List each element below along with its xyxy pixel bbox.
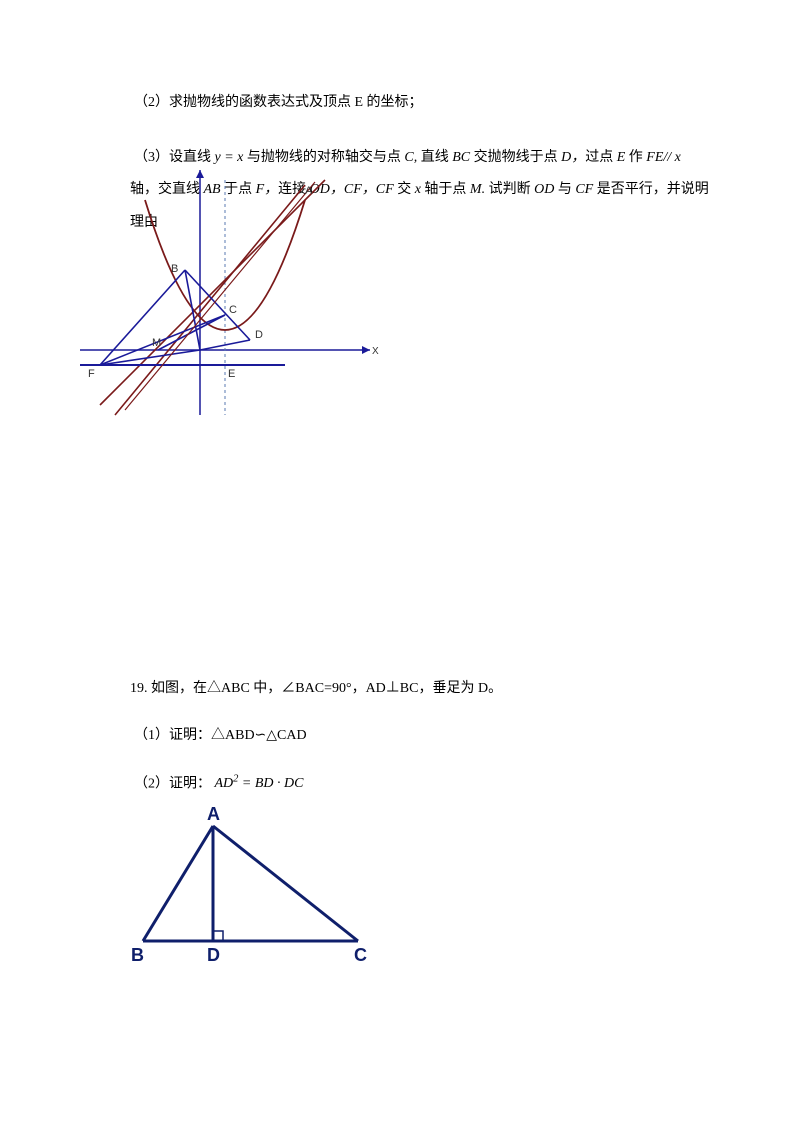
svg-text:C: C [229, 304, 237, 316]
svg-text:E: E [228, 368, 235, 380]
lbl-BC: BC [452, 150, 473, 165]
lbl-E: E [617, 150, 629, 165]
q3-t5: 过点 [585, 150, 617, 165]
p19-title: 如图，在△ABC 中，∠BAC=90°，AD⊥BC，垂足为 D。 [151, 681, 502, 696]
l2-m: OD [534, 182, 558, 197]
q3-t4: 交抛物线于点 [474, 150, 562, 165]
svg-text:X: X [372, 346, 379, 357]
q2-text: （2）求抛物线的函数表达式及顶点 E 的坐标； [134, 95, 423, 110]
svg-text:C: C [354, 945, 367, 965]
l2-i: x [415, 182, 425, 197]
svg-text:A: A [305, 185, 313, 197]
parabola-diagram: X A B C D E F M [70, 160, 390, 420]
q3-t3: 直线 [417, 150, 452, 165]
l2-p: 是否平行，并说明 [597, 182, 709, 197]
l2-n: 与 [558, 182, 576, 197]
lbl-C: C, [404, 150, 417, 165]
l2-k: M. [470, 182, 485, 197]
svg-text:M: M [152, 337, 161, 349]
p19-num: 19. [130, 681, 148, 696]
svg-text:A: A [207, 806, 220, 824]
l2-o: CF [575, 182, 596, 197]
svg-text:D: D [207, 945, 220, 965]
l2-h: 交 [394, 182, 415, 197]
problem-19: 19. 如图，在△ABC 中，∠BAC=90°，AD⊥BC，垂足为 D。 （1）… [130, 676, 734, 797]
p19-s2a: （2）证明： [134, 776, 211, 791]
svg-text:B: B [131, 945, 144, 965]
question-2: （2）求抛物线的函数表达式及顶点 E 的坐标； [134, 90, 734, 117]
lbl-D: D， [561, 150, 585, 165]
lbl-FE: FE// x [646, 150, 681, 165]
p19-s1: （1）证明：△ABD∽△CAD [134, 728, 307, 743]
svg-text:D: D [255, 329, 263, 341]
svg-text:B: B [171, 263, 178, 275]
triangle-diagram: A B C D [128, 806, 388, 966]
l2-j: 轴于点 [424, 182, 470, 197]
p19-eq: AD2 = BD · DC [215, 776, 304, 791]
q3-t6: 作 [629, 150, 647, 165]
svg-text:F: F [88, 368, 95, 380]
l2-l: 试判断 [485, 182, 534, 197]
